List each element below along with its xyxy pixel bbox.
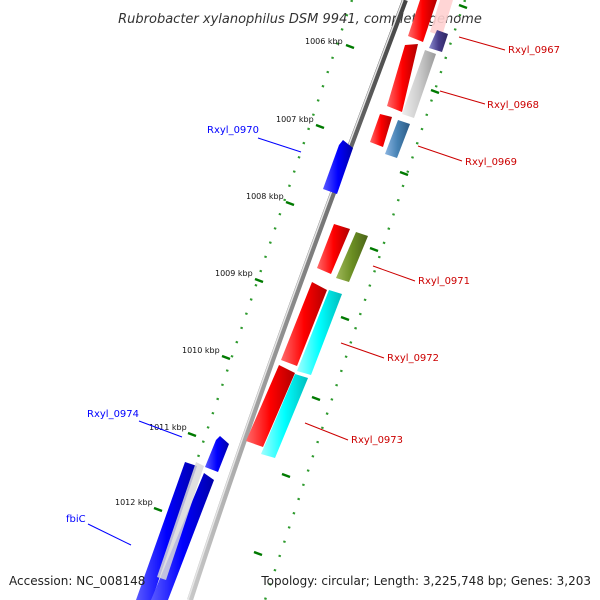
gene-leader-line — [304, 422, 349, 441]
outer-tick — [311, 395, 321, 402]
homolog-bar — [402, 50, 436, 118]
gene-arrow-rxyl-0967[interactable] — [408, 0, 437, 42]
major-tick — [315, 123, 325, 130]
outer-tick — [458, 3, 468, 10]
homolog-bar — [157, 462, 204, 580]
major-tick — [285, 200, 295, 207]
outer-tick — [399, 170, 409, 177]
major-tick — [345, 43, 355, 50]
gene-label-rxyl-0973[interactable]: Rxyl_0973 — [351, 435, 403, 446]
kbp-tick-label: 1008 kbp — [246, 192, 284, 201]
kbp-tick-label: 1011 kbp — [149, 423, 187, 432]
gene-leader-lines — [87, 36, 506, 546]
homolog-bar — [430, 0, 453, 36]
gene-arrow-rxyl-0974[interactable] — [205, 436, 229, 472]
gene-arrow-rxyl-0970[interactable] — [323, 140, 353, 194]
gene-arrow-rxyl-0972[interactable] — [281, 282, 327, 366]
kbp-tick-label: 1007 kbp — [276, 115, 314, 124]
gene-arrow-rxyl-0969[interactable] — [370, 114, 392, 147]
forward-genes — [246, 0, 437, 447]
gene-arrow-rxyl-0971[interactable] — [317, 224, 350, 274]
outer-tick-ring — [263, 0, 467, 600]
gene-arrow-rxyl-0968[interactable] — [387, 44, 418, 112]
reverse-genes — [136, 140, 353, 600]
gene-label-rxyl-0969[interactable]: Rxyl_0969 — [465, 157, 517, 168]
outer-tick — [430, 88, 440, 95]
homolog-bar — [385, 120, 410, 158]
gene-labels: Rxyl_0967 Rxyl_0968 Rxyl_0969 Rxyl_0970 Rxyl… — [66, 45, 560, 525]
major-tick — [221, 354, 231, 361]
gene-leader-line — [340, 342, 385, 359]
gene-arrow-rxyl-0973[interactable] — [246, 365, 295, 447]
gene-label-rxyl-0970[interactable]: Rxyl_0970 — [207, 125, 259, 136]
homolog-bar — [429, 30, 448, 52]
gene-leader-line — [138, 420, 183, 438]
gene-label-rxyl-0971[interactable]: Rxyl_0971 — [418, 276, 470, 287]
outer-tick — [369, 246, 379, 253]
gene-leader-line — [439, 90, 486, 105]
outer-tick — [281, 472, 291, 479]
kbp-tick-label: 1012 kbp — [115, 498, 153, 507]
gene-arrow-fbic[interactable] — [136, 462, 197, 600]
inner-tick-ring — [148, 0, 354, 600]
outer-tick — [253, 550, 263, 557]
homolog-track — [261, 0, 453, 458]
kbp-tick-label: 1010 kbp — [182, 346, 220, 355]
homolog-bar — [261, 374, 308, 458]
homolog-bar — [336, 232, 368, 282]
major-tick — [254, 277, 264, 284]
topology-label: Topology: circular; Length: 3,225,748 bp… — [261, 574, 591, 588]
kbp-labels: 1006 kbp 1007 kbp 1008 kbp 1009 kbp 1010 kbp… — [115, 37, 343, 507]
accession-label: Accession: NC_008148 — [9, 574, 146, 588]
gene-leader-line — [458, 36, 506, 51]
gene-label-rxyl-0967[interactable]: Rxyl_0967 — [508, 45, 560, 56]
gene-label-rxyl-0968[interactable]: Rxyl_0968 — [487, 100, 539, 111]
genome-backbone-highlight — [187, 0, 404, 600]
major-tick — [187, 431, 197, 438]
gene-label-rxyl-0972[interactable]: Rxyl_0972 — [387, 353, 439, 364]
kbp-tick-label: 1009 kbp — [215, 269, 253, 278]
genome-backbone — [187, 0, 408, 600]
kbp-tick-label: 1006 kbp — [305, 37, 343, 46]
homolog-bar — [297, 290, 342, 375]
gene-leader-line — [417, 145, 463, 162]
outer-tick — [340, 315, 350, 322]
outer-ticks — [253, 3, 468, 557]
major-tick — [153, 506, 163, 513]
gene-label-fbic[interactable]: fbiC — [66, 514, 86, 525]
map-title: Rubrobacter xylanophilus DSM 9941, compl… — [118, 12, 482, 27]
gene-leader-line — [257, 137, 302, 153]
major-ticks — [153, 43, 355, 513]
gene-leader-line — [372, 265, 416, 282]
gene-leader-line — [87, 523, 132, 546]
gene-label-rxyl-0974[interactable]: Rxyl_0974 — [87, 409, 139, 420]
